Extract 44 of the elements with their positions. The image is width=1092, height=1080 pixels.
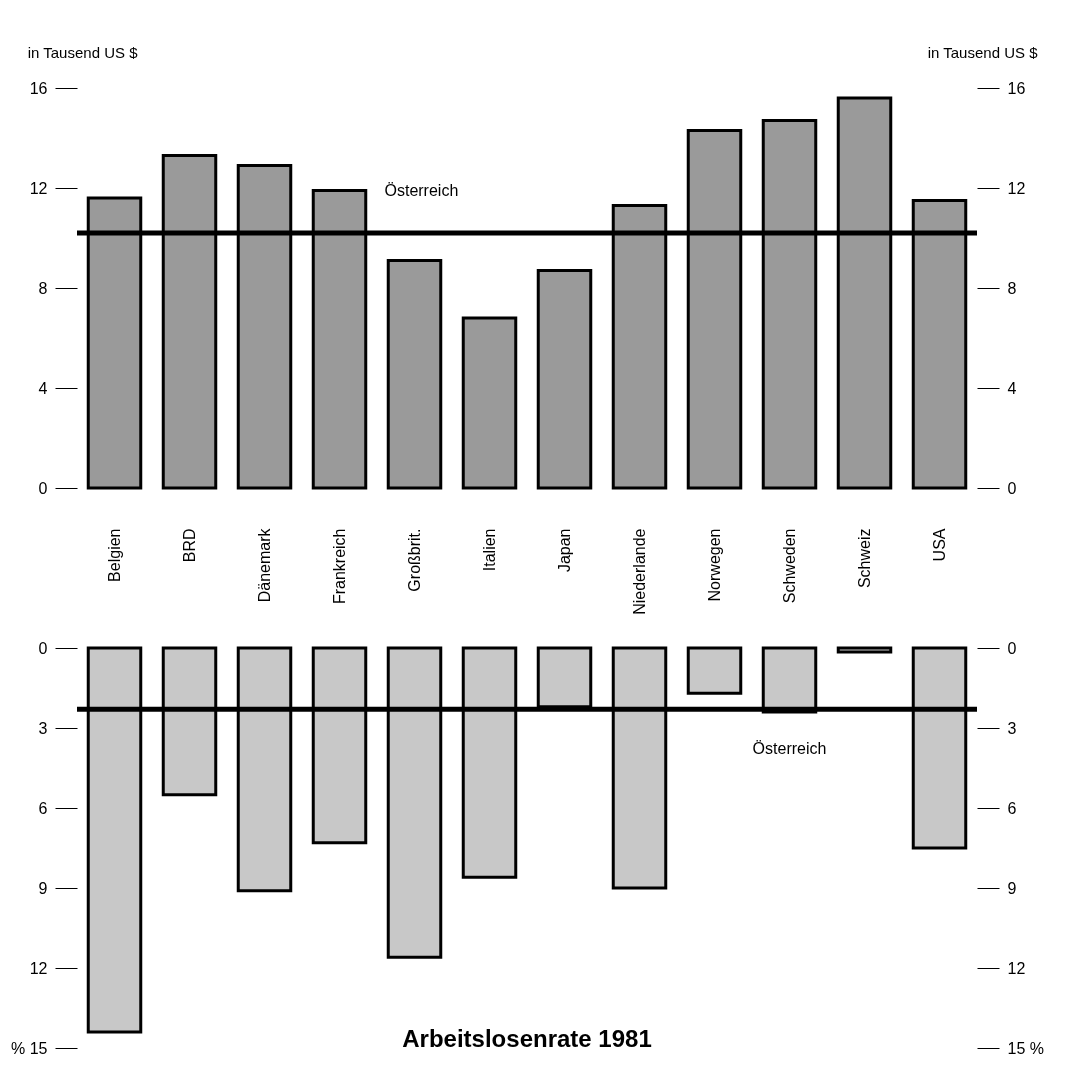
bar (461, 316, 518, 490)
y-tick-label: % 15 (11, 1039, 48, 1057)
y-axis-title: in Tausend US $ (27, 43, 139, 61)
y2-tick-label: 0 (1007, 479, 1017, 497)
x-tick-label: Niederlande (630, 528, 648, 615)
y-tick-label: 4 (38, 379, 48, 397)
x-tick-label: Italien (480, 528, 498, 572)
y-tick-label: 8 (38, 279, 48, 297)
y-tick-label: 0 (38, 639, 48, 657)
y-tick-label: 16 (29, 79, 48, 97)
y2-tick-label: 9 (1007, 879, 1017, 897)
y2-tick-label: 0 (1007, 639, 1017, 657)
y2-tick-label: 16 (1007, 79, 1026, 97)
x-tick-label: Schweden (780, 528, 798, 604)
text: Arbeitslosenrate 1981 (402, 1025, 652, 1052)
x-tick-label: Schweiz (855, 528, 873, 589)
y-tick-label: 12 (29, 959, 48, 977)
y2-axis-title: in Tausend US $ (927, 43, 1039, 61)
x-tick-label: Japan (555, 528, 573, 573)
bar (836, 646, 893, 654)
bar (536, 269, 593, 490)
x-tick-label: Großbrit. (405, 528, 423, 592)
x-tick-label: BRD (180, 528, 198, 563)
x-tick-label: Frankreich (330, 528, 348, 605)
y-tick-label: 6 (38, 799, 48, 817)
x-tick-label: Norwegen (705, 528, 723, 602)
y-tick-label: 3 (38, 719, 48, 737)
ref-line-label: Österreich (752, 740, 827, 758)
bar (386, 259, 443, 490)
y2-tick-label: 6 (1007, 799, 1017, 817)
y2-tick-label: 15 % (1007, 1039, 1044, 1057)
bar (686, 646, 743, 695)
ref-line-label: Österreich (384, 182, 459, 199)
y2-tick-label: 12 (1007, 179, 1026, 197)
x-tick-label: USA (930, 528, 948, 562)
y-tick-label: 9 (38, 879, 48, 897)
y-tick-label: 12 (29, 179, 48, 197)
y-tick-label: 0 (38, 479, 48, 497)
y2-tick-label: 4 (1007, 379, 1017, 397)
y2-tick-label: 8 (1007, 279, 1017, 297)
y2-tick-label: 12 (1007, 959, 1026, 977)
x-tick-label: Dänemark (255, 527, 273, 603)
y2-tick-label: 3 (1007, 719, 1017, 737)
x-tick-label: Belgien (105, 528, 123, 582)
